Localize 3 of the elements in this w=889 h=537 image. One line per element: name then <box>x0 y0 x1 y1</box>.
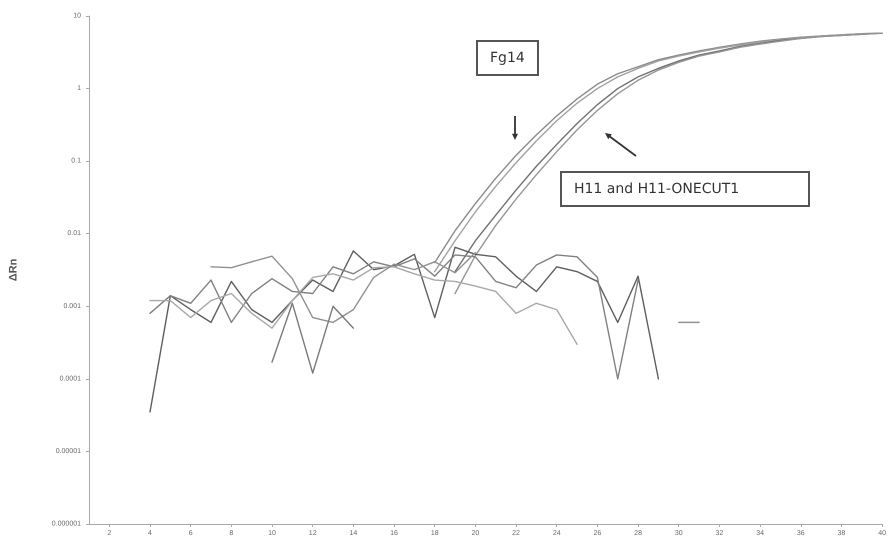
annotation: Fg14 <box>476 40 539 76</box>
y-axis-title: ΔRn <box>8 258 20 282</box>
annotation: H11 and H11-ONECUT1 <box>560 171 810 207</box>
